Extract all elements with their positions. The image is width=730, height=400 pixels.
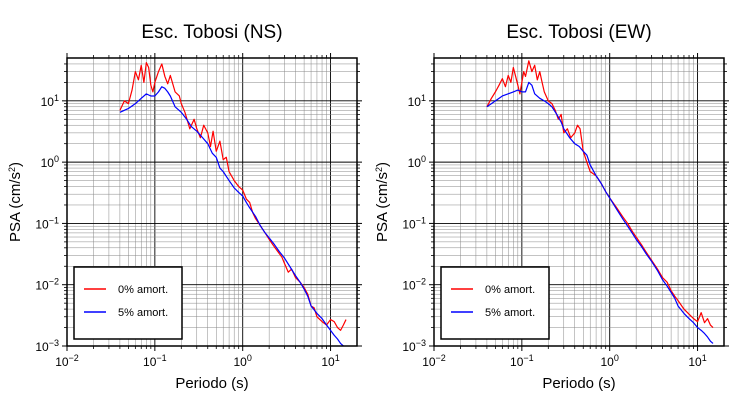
series-layer [486, 60, 714, 344]
x-tick-label: 10−2 [55, 353, 79, 369]
y-tick-label: 101 [41, 93, 59, 109]
plot-frame [66, 57, 358, 347]
legend-label: 5% amort. [485, 307, 535, 319]
x-tick-label: 10−1 [143, 353, 167, 369]
series-line-0 [486, 60, 714, 328]
y-tick-label: 10−3 [35, 338, 59, 354]
legend: 0% amort. 5% amort. [440, 266, 550, 340]
chart-title: Esc. Tobosi (NS) [141, 22, 282, 43]
legend-box [73, 266, 183, 340]
y-axis-label: PSA (cm/s2) [7, 162, 24, 242]
series-line-1 [119, 86, 344, 346]
y-tick-label: 100 [41, 154, 59, 170]
x-tick-label: 10−2 [422, 353, 446, 369]
x-tick-label: 101 [321, 353, 339, 369]
grid [434, 58, 724, 346]
legend-label: 0% amort. [118, 284, 168, 296]
y-axis-label: PSA (cm/s2) [374, 162, 391, 242]
y-tick-label: 101 [408, 93, 426, 109]
y-tick-label: 10−1 [402, 215, 426, 231]
x-axis-label: Periodo (s) [175, 375, 248, 392]
x-tick-label: 100 [601, 353, 619, 369]
legend: 0% amort. 5% amort. [73, 266, 183, 340]
legend-label: 0% amort. [485, 284, 535, 296]
x-axis-label: Periodo (s) [542, 375, 615, 392]
grid [67, 58, 357, 346]
y-tick-label: 10−3 [402, 338, 426, 354]
chart-title: Esc. Tobosi (EW) [506, 22, 651, 43]
series-layer [119, 62, 347, 346]
x-tick-label: 101 [688, 353, 706, 369]
series-line-1 [486, 81, 714, 344]
y-tick-label: 100 [408, 154, 426, 170]
plot-frame [433, 57, 725, 347]
legend-label: 5% amort. [118, 307, 168, 319]
y-tick-label: 10−1 [35, 215, 59, 231]
x-tick-label: 10−1 [510, 353, 534, 369]
y-tick-label: 10−2 [402, 277, 426, 293]
y-tick-label: 10−2 [35, 277, 59, 293]
legend-box [440, 266, 550, 340]
x-tick-label: 100 [234, 353, 252, 369]
